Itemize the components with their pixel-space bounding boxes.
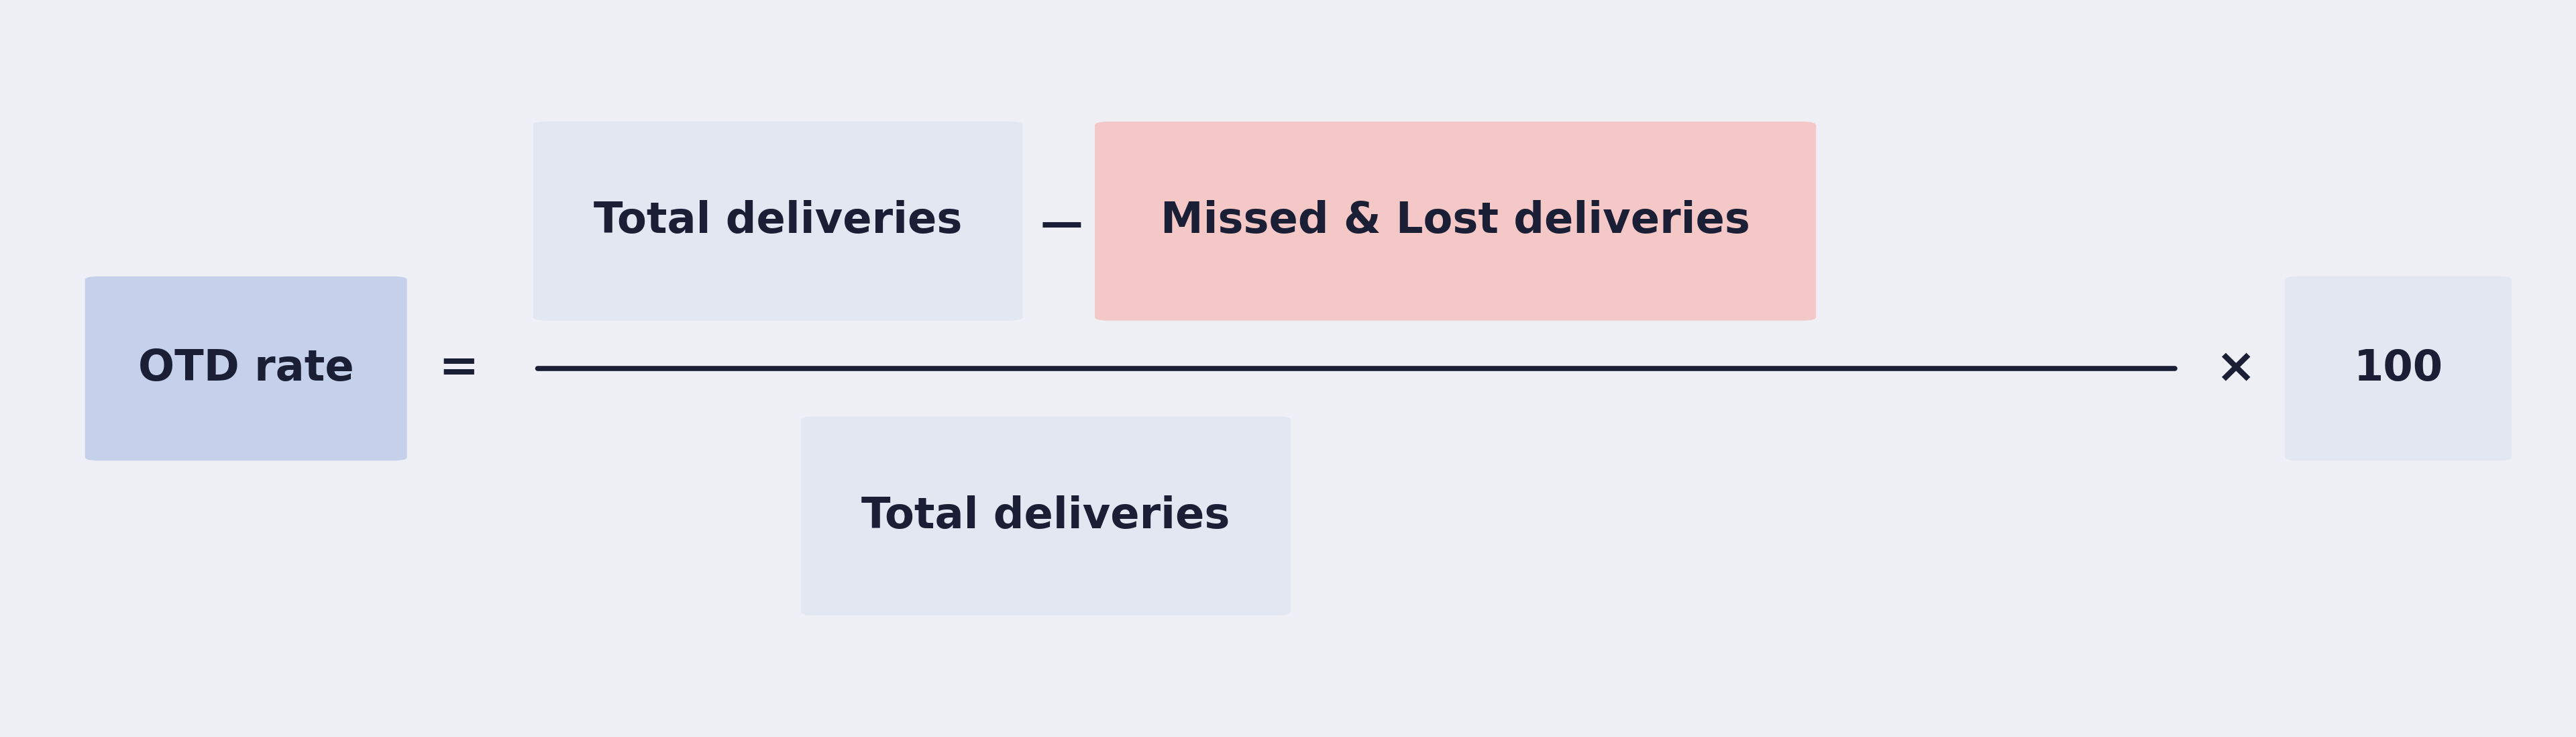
FancyBboxPatch shape — [2285, 276, 2512, 461]
FancyBboxPatch shape — [1095, 122, 1816, 321]
Text: Missed & Lost deliveries: Missed & Lost deliveries — [1162, 200, 1749, 242]
FancyBboxPatch shape — [85, 276, 407, 461]
FancyBboxPatch shape — [801, 416, 1291, 615]
Text: 100: 100 — [2354, 348, 2442, 389]
Text: Total deliveries: Total deliveries — [592, 200, 963, 242]
FancyBboxPatch shape — [533, 122, 1023, 321]
Text: OTD rate: OTD rate — [139, 348, 353, 389]
Text: =: = — [438, 346, 479, 391]
Text: Total deliveries: Total deliveries — [860, 495, 1231, 537]
Text: —: — — [1041, 204, 1082, 245]
Text: ×: × — [2215, 346, 2257, 391]
